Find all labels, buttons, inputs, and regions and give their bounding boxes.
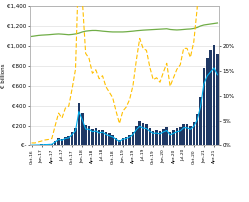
Bar — [149, 128, 151, 145]
Y-axis label: € billions: € billions — [1, 63, 6, 88]
Bar — [169, 132, 171, 145]
Bar — [105, 132, 107, 145]
Bar — [91, 129, 94, 145]
Bar — [179, 127, 182, 145]
Bar — [67, 137, 70, 145]
Bar — [78, 103, 80, 145]
Bar — [155, 130, 158, 145]
Bar — [81, 113, 83, 145]
Bar — [118, 140, 121, 145]
Bar — [152, 130, 154, 145]
Bar — [145, 124, 148, 145]
Bar — [51, 144, 53, 145]
Bar — [138, 121, 141, 145]
Bar — [159, 131, 161, 145]
Bar — [192, 122, 195, 145]
Bar — [47, 144, 50, 145]
Bar — [128, 135, 131, 145]
Bar — [176, 128, 178, 145]
Bar — [61, 139, 63, 145]
Bar — [162, 129, 165, 145]
Bar — [98, 130, 100, 145]
Bar — [209, 50, 212, 145]
Bar — [125, 137, 127, 145]
Bar — [40, 144, 43, 145]
Bar — [206, 58, 209, 145]
Bar — [199, 97, 202, 145]
Bar — [122, 138, 124, 145]
Bar — [132, 132, 134, 145]
Bar — [213, 45, 215, 145]
Bar — [142, 123, 144, 145]
Bar — [182, 124, 185, 145]
Bar — [108, 134, 111, 145]
Bar — [189, 125, 192, 145]
Bar — [172, 130, 175, 145]
Bar — [44, 144, 46, 145]
Bar — [64, 137, 67, 145]
Bar — [135, 126, 138, 145]
Bar — [186, 124, 188, 145]
Bar — [54, 141, 57, 145]
Bar — [111, 135, 114, 145]
Bar — [95, 128, 97, 145]
Bar — [101, 129, 104, 145]
Bar — [71, 133, 73, 145]
Bar — [196, 114, 198, 145]
Bar — [84, 124, 87, 145]
Bar — [57, 138, 60, 145]
Bar — [216, 54, 219, 145]
Bar — [166, 127, 168, 145]
Bar — [88, 126, 90, 145]
Bar — [115, 138, 117, 145]
Bar — [203, 68, 205, 145]
Bar — [74, 128, 77, 145]
